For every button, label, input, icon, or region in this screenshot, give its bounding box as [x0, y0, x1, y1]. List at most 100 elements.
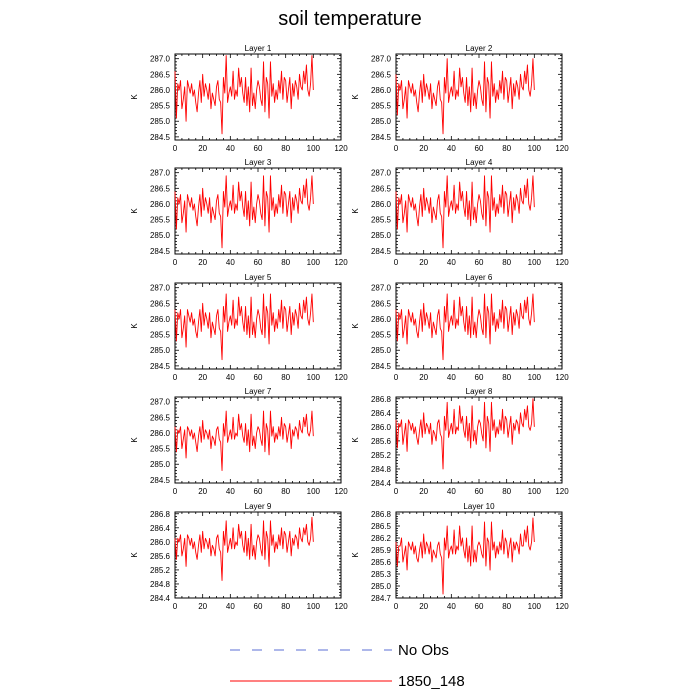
- panel-6-ytick-label: 285.0: [371, 346, 392, 355]
- panel-4-xtick-label: 80: [502, 258, 511, 267]
- panel-10-xtick-label: 40: [447, 602, 456, 611]
- panel-2-title: Layer 2: [466, 44, 493, 53]
- legend-label-1: No Obs: [398, 642, 449, 659]
- panel-8-ytick-label: 286.4: [371, 409, 392, 418]
- panel-2-series-line: [395, 58, 535, 135]
- panel-4-xtick-label: 40: [447, 258, 456, 267]
- panel-1-ytick-label: 286.0: [150, 86, 171, 95]
- panel-2-xtick-label: 60: [475, 144, 484, 153]
- panel-6-xtick-label: 40: [447, 373, 456, 382]
- panel-10-ytick-label: 285.0: [371, 582, 392, 591]
- panel-3-xtick-label: 0: [173, 258, 178, 267]
- panel-4-ytick-label: 284.5: [371, 247, 392, 256]
- panel-10-xtick-label: 0: [394, 602, 399, 611]
- panel-10-ytick-label: 285.3: [371, 570, 392, 579]
- panel-10-xtick-label: 80: [502, 602, 511, 611]
- panel-2-xtick-label: 40: [447, 144, 456, 153]
- panel-10-series-line: [395, 517, 535, 595]
- panel-5-xtick-label: 80: [281, 373, 290, 382]
- panel-8-ylabel: K: [351, 437, 360, 443]
- panel-3-ylabel: K: [130, 208, 139, 214]
- panel-8-xtick-label: 0: [394, 487, 399, 496]
- panel-6-xtick-label: 60: [475, 373, 484, 382]
- panel-6-title: Layer 6: [466, 273, 493, 282]
- panel-1-xtick-label: 40: [226, 144, 235, 153]
- panel-3-frame: [174, 167, 342, 255]
- panel-6-xtick-label: 100: [528, 373, 542, 382]
- panel-7-title: Layer 7: [245, 387, 272, 396]
- panel-7-ytick-label: 286.5: [150, 413, 171, 422]
- panel-8-ytick-label: 284.8: [371, 465, 392, 474]
- panel-7-ytick-label: 286.0: [150, 429, 171, 438]
- panel-5-ytick-label: 285.5: [150, 331, 171, 340]
- panel-3-xtick-label: 20: [198, 258, 207, 267]
- panel-2-xtick-label: 0: [394, 144, 399, 153]
- panel-5-title: Layer 5: [245, 273, 272, 282]
- panel-4-xtick-label: 0: [394, 258, 399, 267]
- panel-3-title: Layer 3: [245, 158, 272, 167]
- panel-1-ylabel: K: [130, 94, 139, 100]
- chart-title: soil temperature: [278, 8, 422, 30]
- panel-6-ylabel: K: [351, 323, 360, 329]
- panel-10-ytick-label: 285.9: [371, 546, 392, 555]
- panel-9-ytick-label: 285.2: [150, 566, 171, 575]
- panel-9-ytick-label: 286.0: [150, 538, 171, 547]
- panel-3-ytick-label: 286.5: [150, 184, 171, 193]
- panel-5-xtick-label: 60: [254, 373, 263, 382]
- panel-2-ytick-label: 285.0: [371, 117, 392, 126]
- panel-10-xtick-label: 120: [555, 602, 569, 611]
- panel-5-ytick-label: 284.5: [150, 362, 171, 371]
- panel-7-ytick-label: 284.5: [150, 476, 171, 485]
- panel-5-xtick-label: 120: [334, 373, 348, 382]
- panel-8-ytick-label: 286.8: [371, 395, 392, 404]
- panel-8-xtick-label: 80: [502, 487, 511, 496]
- panel-7-xtick-label: 20: [198, 487, 207, 496]
- panel-5-ytick-label: 285.0: [150, 346, 171, 355]
- panel-9-ylabel: K: [130, 552, 139, 558]
- panel-5-ylabel: K: [130, 323, 139, 329]
- panel-10-title: Layer 10: [463, 502, 495, 511]
- panel-3-ytick-label: 285.0: [150, 231, 171, 240]
- panel-5-ytick-label: 286.5: [150, 299, 171, 308]
- panel-6-series-line: [395, 293, 535, 361]
- panel-9-xtick-label: 40: [226, 602, 235, 611]
- panel-1-title: Layer 1: [245, 44, 272, 53]
- panel-6-ytick-label: 287.0: [371, 284, 392, 293]
- panel-3-ytick-label: 284.5: [150, 247, 171, 256]
- panel-6-xtick-label: 20: [419, 373, 428, 382]
- panel-10-ytick-label: 286.2: [371, 534, 392, 543]
- panel-7-xtick-label: 0: [173, 487, 178, 496]
- panel-5-frame: [174, 282, 342, 370]
- panel-10-ytick-label: 285.6: [371, 558, 392, 567]
- panel-4-xtick-label: 120: [555, 258, 569, 267]
- panel-7-xtick-label: 80: [281, 487, 290, 496]
- panel-9-ytick-label: 285.6: [150, 552, 171, 561]
- panel-5-xtick-label: 40: [226, 373, 235, 382]
- panel-8-ytick-label: 286.0: [371, 423, 392, 432]
- panel-10-ytick-label: 286.5: [371, 522, 392, 531]
- panel-1-ytick-label: 285.0: [150, 117, 171, 126]
- panel-3-ytick-label: 287.0: [150, 169, 171, 178]
- panel-7-ytick-label: 285.0: [150, 460, 171, 469]
- panel-1-frame: [174, 53, 342, 141]
- panel-9-ytick-label: 284.8: [150, 580, 171, 589]
- panel-9-frame: [174, 511, 342, 599]
- panel-4-xtick-label: 60: [475, 258, 484, 267]
- panel-9-xtick-label: 60: [254, 602, 263, 611]
- panel-7-xtick-label: 60: [254, 487, 263, 496]
- panel-2-ytick-label: 284.5: [371, 133, 392, 142]
- panel-1-ytick-label: 285.5: [150, 102, 171, 111]
- panel-7-series-line: [174, 410, 314, 471]
- panel-8-ytick-label: 285.2: [371, 451, 392, 460]
- panel-4-ylabel: K: [351, 208, 360, 214]
- panel-1-ytick-label: 284.5: [150, 133, 171, 142]
- panel-8-xtick-label: 120: [555, 487, 569, 496]
- panel-3-ytick-label: 286.0: [150, 200, 171, 209]
- panel-6-frame: [395, 282, 563, 370]
- panel-4-frame: [395, 167, 563, 255]
- panel-1-xtick-label: 20: [198, 144, 207, 153]
- panel-6-xtick-label: 80: [502, 373, 511, 382]
- panel-2-ytick-label: 287.0: [371, 55, 392, 64]
- panel-3-xtick-label: 100: [307, 258, 321, 267]
- panel-2-xtick-label: 100: [528, 144, 542, 153]
